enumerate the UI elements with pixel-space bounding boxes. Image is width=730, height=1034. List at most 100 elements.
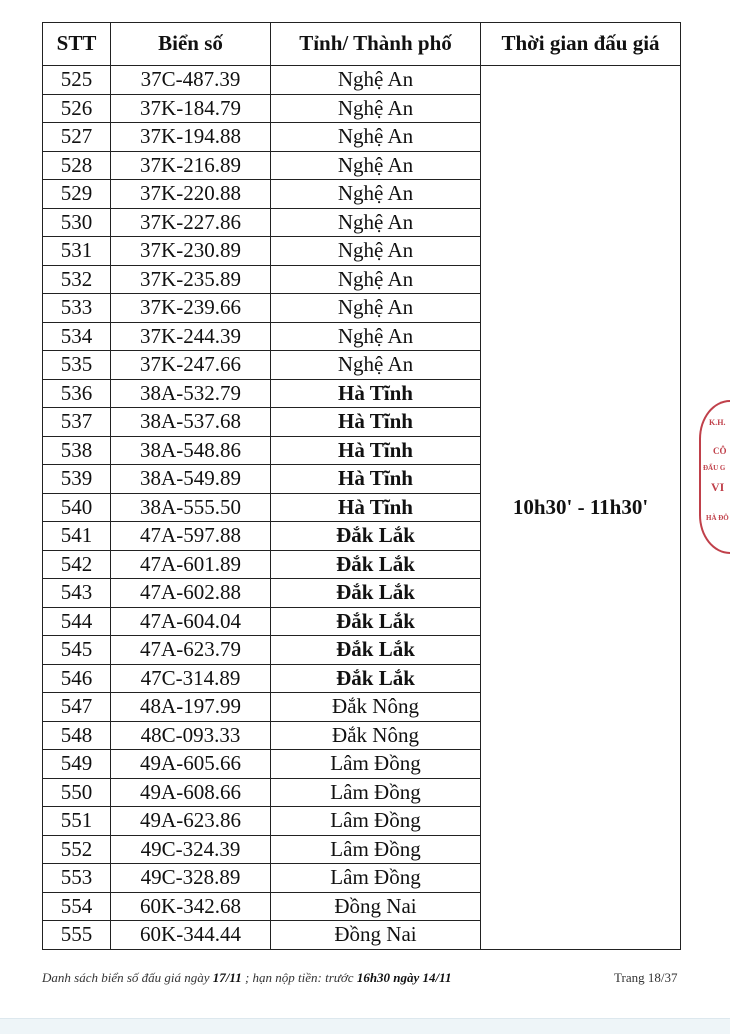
footer-note: Danh sách biển số đấu giá ngày 17/11 ; h… (42, 970, 451, 986)
cell-province: Hà Tĩnh (270, 435, 481, 465)
table-row: 548 48C-093.33 Đắk Nông (42, 720, 681, 750)
cell-stt: 537 (42, 407, 111, 437)
cell-plate: 38A-555.50 (110, 492, 271, 522)
cell-province: Nghệ An (270, 350, 481, 380)
cell-province: Đắk Lắk (270, 606, 481, 636)
cell-stt: 551 (42, 806, 111, 836)
table-row: 537 38A-537.68 Hà Tĩnh (42, 407, 681, 437)
cell-stt: 547 (42, 692, 111, 722)
table-row: 540 38A-555.50 Hà Tĩnh (42, 492, 681, 522)
table-row: 530 37K-227.86 Nghệ An (42, 207, 681, 237)
cell-province: Nghệ An (270, 264, 481, 294)
cell-stt: 530 (42, 207, 111, 237)
cell-plate: 47A-597.88 (110, 521, 271, 551)
cell-stt: 543 (42, 578, 111, 608)
cell-stt: 532 (42, 264, 111, 294)
cell-plate: 37K-194.88 (110, 122, 271, 152)
cell-plate: 37K-235.89 (110, 264, 271, 294)
cell-stt: 545 (42, 635, 111, 665)
cell-province: Hà Tĩnh (270, 378, 481, 408)
cell-stt: 555 (42, 920, 111, 950)
table-row: 531 37K-230.89 Nghệ An (42, 236, 681, 266)
cell-plate: 37K-230.89 (110, 236, 271, 266)
cell-province: Lâm Đồng (270, 834, 481, 864)
cell-province: Đắk Lắk (270, 663, 481, 693)
table-row: 541 47A-597.88 Đắk Lắk (42, 521, 681, 551)
cell-stt: 553 (42, 863, 111, 893)
cell-stt: 526 (42, 93, 111, 123)
stamp-line: CÔ (713, 446, 727, 456)
cell-stt: 525 (42, 65, 111, 95)
table-row: 552 49C-324.39 Lâm Đồng (42, 834, 681, 864)
cell-province: Lâm Đồng (270, 777, 481, 807)
cell-stt: 542 (42, 549, 111, 579)
footer-text: Danh sách biển số đấu giá ngày (42, 970, 213, 985)
cell-stt: 529 (42, 179, 111, 209)
cell-plate: 37C-487.39 (110, 65, 271, 95)
cell-plate: 48C-093.33 (110, 720, 271, 750)
cell-province: Lâm Đồng (270, 749, 481, 779)
cell-stt: 531 (42, 236, 111, 266)
cell-province: Đồng Nai (270, 891, 481, 921)
cell-plate: 38A-532.79 (110, 378, 271, 408)
cell-plate: 49C-328.89 (110, 863, 271, 893)
table-row: 532 37K-235.89 Nghệ An (42, 264, 681, 294)
table-row: 550 49A-608.66 Lâm Đồng (42, 777, 681, 807)
footer-text-2: ; hạn nộp tiền: trước (241, 970, 357, 985)
cell-stt: 549 (42, 749, 111, 779)
cell-plate: 49A-623.86 (110, 806, 271, 836)
cell-stt: 538 (42, 435, 111, 465)
cell-province: Đắk Lắk (270, 578, 481, 608)
cell-stt: 554 (42, 891, 111, 921)
cell-plate: 38A-548.86 (110, 435, 271, 465)
cell-province: Đắk Lắk (270, 549, 481, 579)
viewer-bottom-strip (0, 1018, 730, 1034)
header-time: Thời gian đấu giá (480, 22, 681, 66)
cell-province: Nghệ An (270, 150, 481, 180)
cell-province: Nghệ An (270, 93, 481, 123)
cell-province: Đắk Nông (270, 720, 481, 750)
cell-province: Nghệ An (270, 65, 481, 95)
cell-province: Lâm Đồng (270, 806, 481, 836)
cell-plate: 47A-604.04 (110, 606, 271, 636)
cell-province: Nghệ An (270, 179, 481, 209)
cell-province: Hà Tĩnh (270, 407, 481, 437)
cell-stt: 539 (42, 464, 111, 494)
cell-province: Hà Tĩnh (270, 492, 481, 522)
table-row: 536 38A-532.79 Hà Tĩnh (42, 378, 681, 408)
table-row: 546 47C-314.89 Đắk Lắk (42, 663, 681, 693)
table-row: 547 48A-197.99 Đắk Nông (42, 692, 681, 722)
cell-stt: 544 (42, 606, 111, 636)
cell-plate: 49A-608.66 (110, 777, 271, 807)
table-row: 538 38A-548.86 Hà Tĩnh (42, 435, 681, 465)
header-plate: Biển số (110, 22, 271, 66)
cell-province: Nghệ An (270, 321, 481, 351)
cell-plate: 37K-247.66 (110, 350, 271, 380)
table-row: 525 37C-487.39 Nghệ An 10h30' - 11h30' (42, 65, 681, 950)
cell-province: Nghệ An (270, 236, 481, 266)
table-row: 553 49C-328.89 Lâm Đồng (42, 863, 681, 893)
table-row: 526 37K-184.79 Nghệ An (42, 93, 681, 123)
cell-stt: 534 (42, 321, 111, 351)
cell-auction-time: 10h30' - 11h30' (480, 65, 681, 950)
cell-plate: 47A-602.88 (110, 578, 271, 608)
stamp-line: HÀ ĐÔ (706, 514, 729, 522)
table-row: 533 37K-239.66 Nghệ An (42, 293, 681, 323)
cell-province: Nghệ An (270, 293, 481, 323)
stamp-line: VI (711, 480, 725, 494)
table-row: 545 47A-623.79 Đắk Lắk (42, 635, 681, 665)
cell-plate: 37K-220.88 (110, 179, 271, 209)
cell-plate: 60K-344.44 (110, 920, 271, 950)
cell-stt: 535 (42, 350, 111, 380)
table-row: 529 37K-220.88 Nghệ An (42, 179, 681, 209)
cell-plate: 37K-239.66 (110, 293, 271, 323)
cell-stt: 536 (42, 378, 111, 408)
footer-date: 17/11 (212, 970, 242, 985)
cell-stt: 527 (42, 122, 111, 152)
table-row: 528 37K-216.89 Nghệ An (42, 150, 681, 180)
stamp-line: ĐẤU G (703, 464, 726, 472)
cell-province: Nghệ An (270, 207, 481, 237)
cell-plate: 60K-342.68 (110, 891, 271, 921)
cell-province: Hà Tĩnh (270, 464, 481, 494)
